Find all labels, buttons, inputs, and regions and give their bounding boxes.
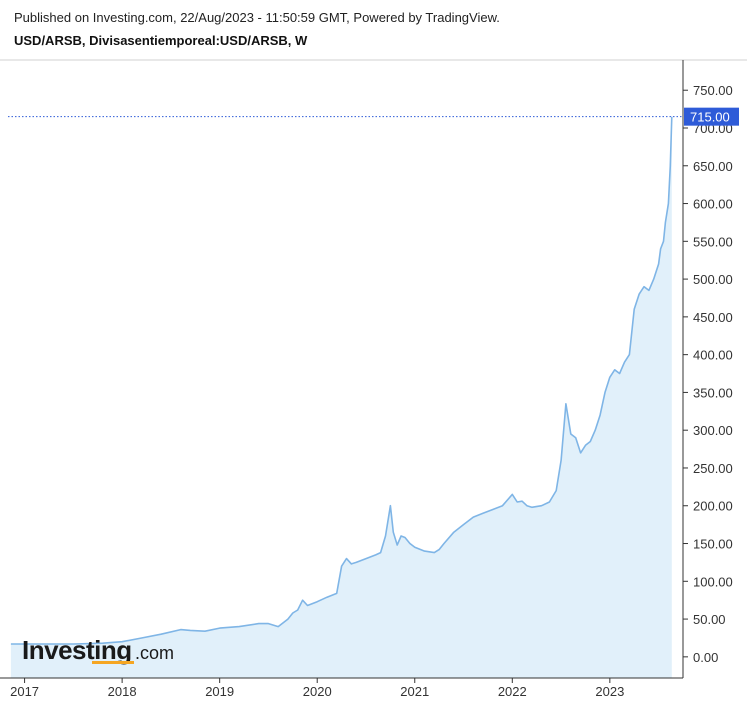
- y-tick-label: 400.00: [693, 348, 733, 363]
- y-tick-label: 0.00: [693, 650, 718, 665]
- last-price-label: 715.00: [690, 110, 730, 125]
- y-tick-label: 600.00: [693, 197, 733, 212]
- last-price-badge: [684, 107, 739, 126]
- x-tick-label: 2019: [205, 684, 234, 699]
- x-tick-label: 2023: [595, 684, 624, 699]
- y-tick-label: 200.00: [693, 499, 733, 514]
- symbol-title: USD/ARSB, Divisasentiemporeal:USD/ARSB, …: [14, 33, 308, 48]
- series-line: [10, 116, 673, 645]
- y-tick-label: 550.00: [693, 234, 733, 249]
- series-area-fill: [10, 116, 672, 678]
- y-tick-label: 450.00: [693, 310, 733, 325]
- x-tick-label: 2017: [10, 684, 39, 699]
- y-tick-label: 750.00: [693, 83, 733, 98]
- y-tick-label: 350.00: [693, 385, 733, 400]
- y-tick-label: 300.00: [693, 423, 733, 438]
- y-tick-label: 100.00: [693, 574, 733, 589]
- x-tick-label: 2021: [400, 684, 429, 699]
- y-tick-label: 250.00: [693, 461, 733, 476]
- investing-logo: Investing .com: [22, 635, 174, 665]
- published-info: Published on Investing.com, 22/Aug/2023 …: [14, 10, 500, 25]
- y-tick-label: 50.00: [693, 612, 726, 627]
- y-tick-label: 150.00: [693, 537, 733, 552]
- y-tick-label: 650.00: [693, 159, 733, 174]
- logo-main-text: Investing: [22, 635, 132, 665]
- x-tick-label: 2020: [303, 684, 332, 699]
- x-tick-label: 2022: [498, 684, 527, 699]
- y-tick-label: 500.00: [693, 272, 733, 287]
- chart-header: Published on Investing.com, 22/Aug/2023 …: [0, 0, 747, 60]
- x-tick-label: 2018: [108, 684, 137, 699]
- logo-suffix-text: .com: [135, 643, 174, 663]
- logo-accent-bar: [92, 661, 134, 664]
